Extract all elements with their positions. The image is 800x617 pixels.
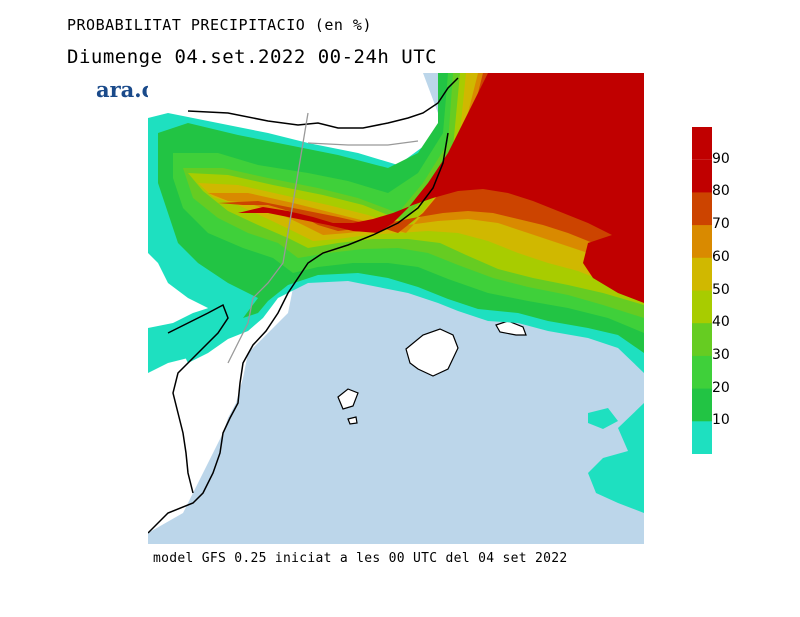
legend-label-20: 20 xyxy=(712,379,730,396)
precipitation-field xyxy=(148,73,644,513)
legend-swatch-40 xyxy=(692,323,712,357)
eivissa xyxy=(337,388,359,410)
model-footer: model GFS 0.25 iniciat a les 00 UTC del … xyxy=(153,551,568,566)
legend-label-40: 40 xyxy=(712,314,730,331)
legend-swatch-80 xyxy=(692,192,712,226)
legend-swatch-60 xyxy=(692,257,712,291)
legend-label-50: 50 xyxy=(712,281,730,298)
map-title: PROBABILITAT PRECIPITACIO (en %) xyxy=(67,16,372,34)
map-subtitle: Diumenge 04.set.2022 00-24h UTC xyxy=(67,46,438,68)
internal-borders xyxy=(227,112,419,364)
legend-label-10: 10 xyxy=(712,412,730,429)
legend-label-70: 70 xyxy=(712,216,730,233)
color-scale-legend xyxy=(692,127,712,454)
legend-swatch-top xyxy=(692,127,712,160)
legend-label-30: 30 xyxy=(712,346,730,363)
legend-label-60: 60 xyxy=(712,248,730,265)
legend-swatch-90 xyxy=(692,159,712,193)
legend-label-80: 80 xyxy=(712,183,730,200)
legend-swatch-30 xyxy=(692,355,712,390)
legend-swatch-10 xyxy=(692,421,712,454)
legend-label-90: 90 xyxy=(712,150,730,167)
mallorca xyxy=(405,328,459,377)
precipitation-map xyxy=(148,73,644,544)
formentera xyxy=(347,416,358,425)
legend-swatch-20 xyxy=(692,388,712,422)
borders xyxy=(148,77,459,534)
legend-swatch-50 xyxy=(692,290,712,324)
legend-swatch-70 xyxy=(692,225,712,259)
